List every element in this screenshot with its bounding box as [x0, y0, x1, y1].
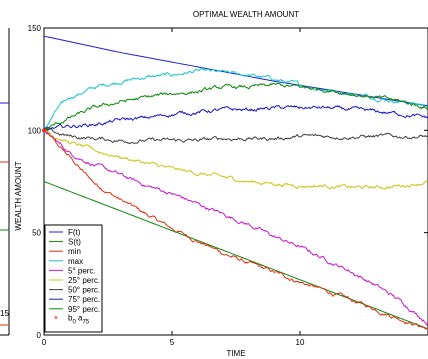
series-line-6 [43, 127, 428, 145]
legend-label: 95° perc. [68, 305, 100, 314]
legend-label: 25° perc. [68, 276, 100, 285]
legend-label: b0 a75 [68, 313, 90, 325]
y-tick-label: 150 [28, 24, 42, 33]
series-line-4 [43, 129, 428, 326]
legend-label: S(t) [68, 238, 81, 247]
legend-point-marker: * [54, 314, 58, 325]
series-line-3 [43, 67, 428, 131]
legend-label: max [68, 257, 83, 266]
chart-title: OPTIMAL WEALTH AMOUNT [193, 10, 299, 19]
left-partial-panel: 15 [0, 28, 10, 336]
x-tick-label: 5 [170, 338, 175, 347]
x-axis-label: TIME [226, 349, 245, 358]
series-layer [43, 35, 428, 330]
legend-label: 5° perc. [68, 266, 96, 275]
y-tick-label: 0 [37, 331, 42, 340]
legend-label: 75° perc. [68, 295, 100, 304]
series-line-5 [43, 128, 428, 190]
point-marker [42, 128, 46, 133]
x-tick-label: 10 [296, 338, 305, 347]
y-axis-label: WEALTH AMOUNT [14, 161, 23, 230]
series-line-7 [43, 104, 428, 131]
points-layer [42, 128, 46, 133]
legend-label: min [68, 247, 81, 256]
y-tick-label: 50 [32, 229, 41, 238]
series-line-2 [43, 130, 428, 330]
left-panel-x-tick: 15 [0, 309, 9, 318]
y-tick-label: 100 [28, 126, 42, 135]
legend-label: F(t) [68, 228, 81, 237]
legend-label: 50° perc. [68, 286, 100, 295]
x-tick-label: 0 [42, 338, 47, 347]
series-line-8 [43, 82, 428, 131]
legend-box [44, 224, 103, 333]
